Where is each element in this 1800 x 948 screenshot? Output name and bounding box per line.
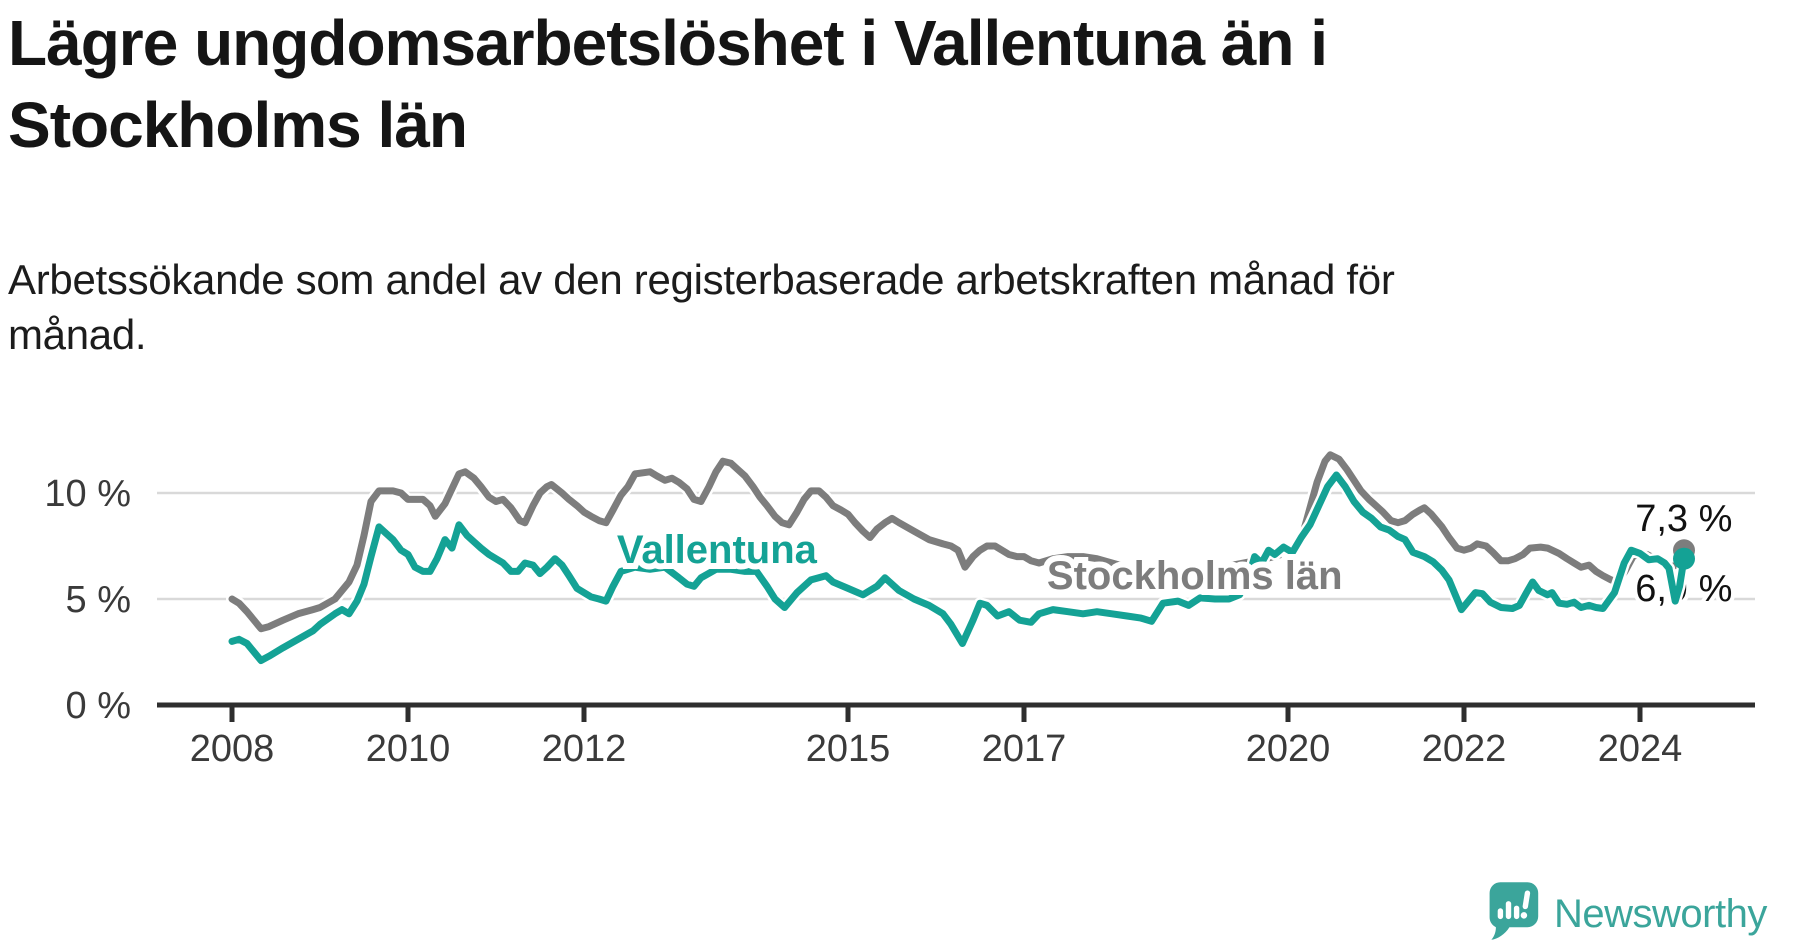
x-tick-label-2012: 2012 (542, 728, 627, 770)
chart-subtitle: Arbetssökande som andel av den registerb… (8, 252, 1395, 362)
logo-bar-small (1497, 908, 1504, 920)
logo-exclamation-mark (1520, 890, 1531, 919)
end-dot-vallentuna (1673, 547, 1695, 570)
speech-bubble-bar-chart-icon (1489, 882, 1539, 940)
y-tick-label-5pct: 5 % (66, 579, 131, 621)
page-title-line2: Stockholms län (8, 89, 468, 161)
y-tick-label-10pct: 10 % (44, 473, 131, 515)
speech-bubble-shape (1489, 882, 1539, 940)
series-label-stockholms-l-n: Stockholms län (1047, 554, 1343, 598)
page-title-line1: Lägre ungdomsarbetslöshet i Vallentuna ä… (8, 7, 1328, 79)
page-title: Lägre ungdomsarbetslöshet i Vallentuna ä… (8, 2, 1328, 166)
newsworthy-wordmark: Newsworthy (1554, 891, 1767, 936)
series-label-vallentuna: Vallentuna (617, 528, 818, 572)
x-tick-label-2017: 2017 (982, 728, 1067, 770)
logo-bar-tall (1505, 901, 1512, 920)
x-tick-label-2020: 2020 (1246, 728, 1331, 770)
chart-subtitle-line2: månad. (8, 311, 147, 358)
newsworthy-logo[interactable]: Newsworthy (1486, 880, 1767, 947)
x-tick-label-2022: 2022 (1422, 728, 1507, 770)
end-value-label-stockholms-l-n: 7,3 % (1635, 498, 1732, 540)
y-tick-label-0pct: 0 % (66, 685, 131, 727)
x-tick-label-2024: 2024 (1598, 728, 1683, 770)
logo-bar-medium (1513, 905, 1520, 920)
newsworthy-logo-icon (1486, 880, 1540, 947)
x-tick-label-2015: 2015 (806, 728, 891, 770)
series-line-vallentuna (228, 471, 1688, 664)
series-line-stockholms-l-n (228, 451, 1688, 633)
x-tick-label-2008: 2008 (190, 728, 275, 770)
chart-subtitle-line1: Arbetssökande som andel av den registerb… (8, 256, 1395, 303)
x-tick-label-2010: 2010 (366, 728, 451, 770)
